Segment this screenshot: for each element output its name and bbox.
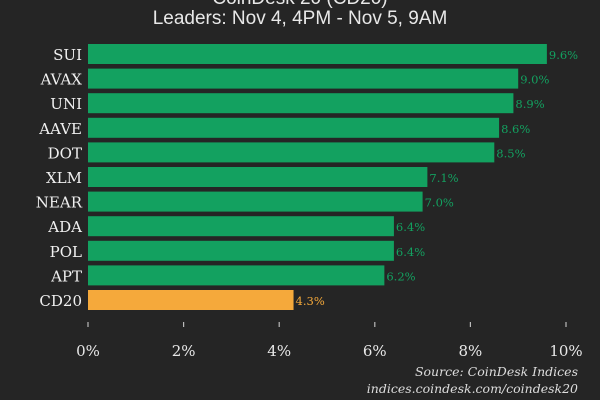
- bar-pol: [88, 240, 394, 261]
- bar-uni: [88, 93, 514, 114]
- category-label: ADA: [47, 218, 82, 236]
- data-label: 8.6%: [501, 122, 530, 136]
- data-label: 6.4%: [396, 220, 425, 234]
- source-label: Source: CoinDesk Indices: [414, 364, 578, 379]
- category-label: DOT: [48, 144, 82, 162]
- x-tick-label: 0%: [76, 342, 100, 360]
- category-label: CD20: [39, 292, 82, 310]
- bar-sui: [88, 44, 547, 64]
- category-label: NEAR: [36, 194, 83, 212]
- chart-title: CoinDesk 20 (CD20): [0, 0, 600, 10]
- bar-near: [88, 191, 423, 212]
- bar-cd20: [88, 290, 294, 310]
- bar-avax: [88, 68, 519, 89]
- data-label: 7.1%: [429, 171, 458, 185]
- data-label: 6.2%: [386, 269, 415, 283]
- data-label: 4.3%: [296, 294, 325, 308]
- x-tick-label: 8%: [459, 342, 483, 360]
- data-label: 7.0%: [425, 196, 454, 210]
- x-tick-label: 4%: [267, 342, 291, 360]
- data-label: 6.4%: [396, 245, 425, 259]
- bar-dot: [88, 142, 495, 163]
- data-label: 8.5%: [496, 146, 525, 160]
- x-tick-label: 6%: [363, 342, 387, 360]
- x-tick-label: 10%: [549, 342, 582, 360]
- data-label: 8.9%: [515, 97, 544, 111]
- bar-apt: [88, 265, 385, 286]
- category-label: AVAX: [40, 71, 83, 89]
- source-url: indices.coindesk.com/coindesk20: [366, 381, 578, 396]
- category-label: POL: [50, 243, 82, 261]
- bar-aave: [88, 117, 500, 138]
- bar-xlm: [88, 167, 428, 187]
- x-tick-label: 2%: [172, 342, 196, 360]
- category-label: SUI: [53, 46, 82, 64]
- category-label: UNI: [50, 95, 82, 113]
- category-label: APT: [50, 267, 82, 285]
- data-label: 9.0%: [520, 73, 549, 87]
- data-label: 9.6%: [549, 48, 578, 62]
- chart-subtitle: Leaders: Nov 4, 4PM - Nov 5, 9AM: [152, 8, 448, 29]
- category-label: XLM: [46, 169, 82, 187]
- bar-ada: [88, 216, 394, 237]
- category-label: AAVE: [38, 120, 82, 138]
